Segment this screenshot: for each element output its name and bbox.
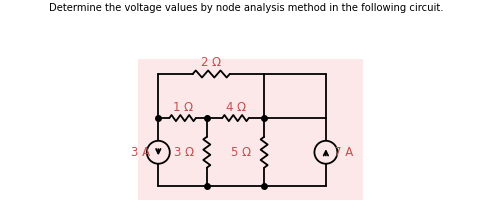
Text: 3 $\Omega$: 3 $\Omega$: [173, 146, 194, 159]
FancyBboxPatch shape: [139, 58, 363, 200]
Text: 3 A: 3 A: [131, 146, 150, 159]
Text: 4 $\Omega$: 4 $\Omega$: [224, 101, 246, 114]
Text: Determine the voltage values by node analysis method in the following circuit.: Determine the voltage values by node ana…: [49, 3, 444, 13]
Text: 5 $\Omega$: 5 $\Omega$: [230, 146, 252, 159]
Text: 2 $\Omega$: 2 $\Omega$: [200, 56, 222, 69]
Text: 1 $\Omega$: 1 $\Omega$: [172, 101, 193, 114]
Circle shape: [147, 141, 170, 164]
Circle shape: [315, 141, 337, 164]
Text: 7 A: 7 A: [334, 146, 353, 159]
